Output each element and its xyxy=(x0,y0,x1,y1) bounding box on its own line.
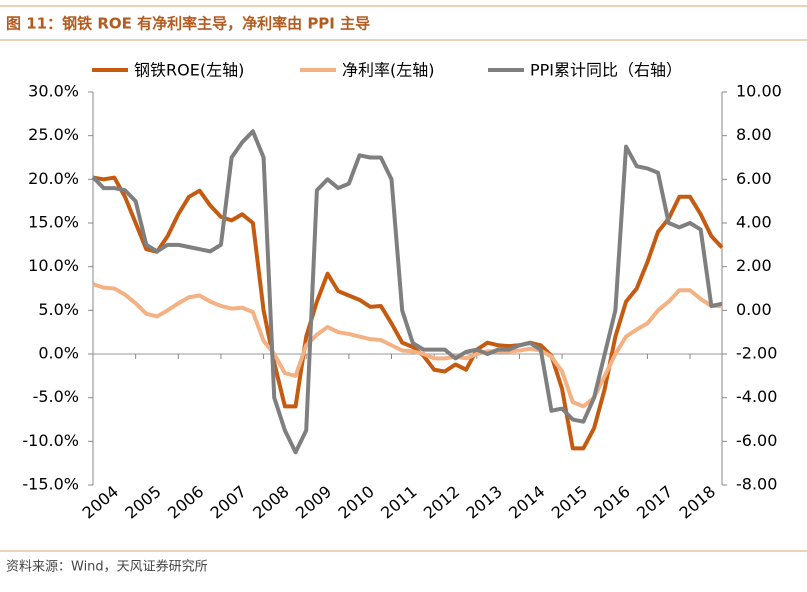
y2-tick-label: 4.00 xyxy=(736,213,772,232)
y-tick-label: 30.0% xyxy=(28,82,79,101)
y2-tick-label: -4.00 xyxy=(736,387,777,406)
x-tick-label: 2015 xyxy=(548,482,591,523)
x-tick-label: 2017 xyxy=(633,482,676,523)
x-tick-label: 2013 xyxy=(462,482,505,523)
source: 资料来源：Wind，天风证券研究所 xyxy=(6,559,208,575)
y-tick-label: 25.0% xyxy=(28,125,79,144)
series-line xyxy=(92,282,722,409)
y-tick-label: -15.0% xyxy=(22,475,79,494)
y-tick-label: -5.0% xyxy=(33,387,79,406)
x-tick-label: 2016 xyxy=(590,482,633,523)
legend-label: PPI累计同比（右轴） xyxy=(530,61,682,80)
y-tick-label: 15.0% xyxy=(28,213,79,232)
x-tick-label: 2014 xyxy=(505,482,548,523)
legend-label: 净利率(左轴) xyxy=(342,61,435,80)
x-tick-label: 2006 xyxy=(164,482,207,523)
x-tick-label: 2009 xyxy=(292,482,335,523)
y2-tick-label: -6.00 xyxy=(736,431,777,450)
series-line xyxy=(91,129,723,455)
y2-tick-label: 10.00 xyxy=(736,82,782,101)
x-tick-label: 2004 xyxy=(79,482,122,523)
y2-tick-label: 2.00 xyxy=(736,256,772,275)
y-tick-label: 5.0% xyxy=(38,300,79,319)
y-tick-label: -10.0% xyxy=(22,431,79,450)
x-tick-label: 2011 xyxy=(377,482,420,523)
x-tick-label: 2012 xyxy=(420,482,463,523)
y2-tick-label: 6.00 xyxy=(736,169,772,188)
x-tick-label: 2010 xyxy=(335,482,378,523)
legend-label: 钢铁ROE(左轴) xyxy=(134,61,244,80)
x-tick-label: 2018 xyxy=(676,482,719,523)
y2-tick-label: 8.00 xyxy=(736,125,772,144)
series-line xyxy=(92,175,724,451)
y-tick-label: 0.0% xyxy=(38,344,79,363)
x-tick-label: 2005 xyxy=(121,482,164,523)
y2-tick-label: -2.00 xyxy=(736,344,777,363)
y-tick-label: 10.0% xyxy=(28,256,79,275)
y2-tick-label: -8.00 xyxy=(736,475,777,494)
y2-tick-label: 0.00 xyxy=(736,300,772,319)
chart-title: 图 11：钢铁 ROE 有净利率主导，净利率由 PPI 主导 xyxy=(6,15,370,33)
y-tick-label: 20.0% xyxy=(28,169,79,188)
x-tick-label: 2008 xyxy=(249,482,292,523)
x-tick-label: 2007 xyxy=(207,482,250,523)
